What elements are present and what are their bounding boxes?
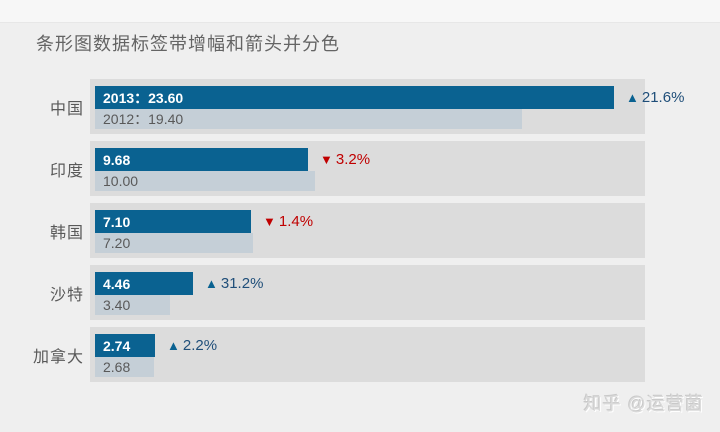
change-label: ▲ 2.2%: [167, 334, 217, 357]
chart-row: 沙特 4.46 3.40 ▲ 31.2%: [0, 265, 720, 320]
bar-2012: 10.00: [95, 171, 315, 191]
up-arrow-icon: ▲: [205, 276, 218, 291]
top-strip: [0, 0, 720, 23]
category-label: 加拿大: [32, 348, 84, 366]
change-label: ▼ 3.2%: [320, 148, 370, 171]
bar-2012: 7.20: [95, 233, 253, 253]
up-arrow-icon: ▲: [167, 338, 180, 353]
bar-2012: 3.40: [95, 295, 170, 315]
category-label: 印度: [49, 162, 84, 180]
down-arrow-icon: ▼: [320, 152, 333, 167]
change-label: ▲ 21.6%: [626, 86, 684, 109]
change-label: ▼ 1.4%: [263, 210, 313, 233]
category-label: 沙特: [49, 286, 84, 304]
bar-2012: 2.68: [95, 357, 154, 377]
change-value: 3.2%: [335, 151, 371, 168]
row-background-band: [90, 327, 645, 382]
bar-2013: 2013：23.60: [95, 86, 614, 109]
category-label: 中国: [49, 100, 84, 118]
bar-2013: 4.46: [95, 272, 193, 295]
chart-row: 加拿大 2.74 2.68 ▲ 2.2%: [0, 327, 720, 382]
bar-2013: 7.10: [95, 210, 251, 233]
zhihu-watermark: 知乎 @运营菌: [583, 394, 704, 414]
bar-2012: 2012：19.40: [95, 109, 522, 129]
chart-row: 中国 2013：23.60 2012：19.40 ▲ 21.6%: [0, 79, 720, 134]
change-value: 21.6%: [641, 89, 685, 106]
bar-2013: 9.68: [95, 148, 308, 171]
down-arrow-icon: ▼: [263, 214, 276, 229]
change-value: 1.4%: [278, 213, 314, 230]
change-value: 2.2%: [182, 337, 218, 354]
chart-title: 条形图数据标签带增幅和箭头并分色: [36, 34, 340, 54]
bar-2013: 2.74: [95, 334, 155, 357]
category-label: 韩国: [49, 224, 84, 242]
change-value: 31.2%: [220, 275, 264, 292]
change-label: ▲ 31.2%: [205, 272, 263, 295]
chart-row: 印度 9.68 10.00 ▼ 3.2%: [0, 141, 720, 196]
up-arrow-icon: ▲: [626, 90, 639, 105]
chart-row: 韩国 7.10 7.20 ▼ 1.4%: [0, 203, 720, 258]
